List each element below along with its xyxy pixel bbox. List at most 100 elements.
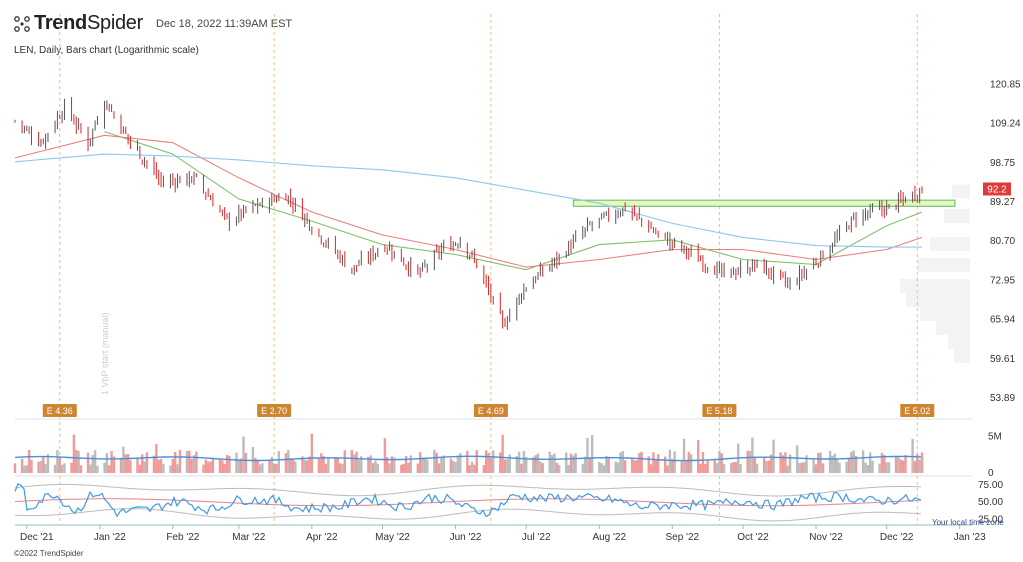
volume-bar <box>60 464 64 473</box>
volume-bar <box>303 459 306 473</box>
volume-bar <box>715 463 719 473</box>
volume-axis-tick: 0 <box>988 468 994 479</box>
volume-bar <box>586 437 589 473</box>
oscillator-axis-tick: 75.00 <box>978 480 1003 491</box>
volume-bar <box>423 458 427 473</box>
volume-bar <box>235 452 238 473</box>
volume-bar <box>590 435 594 473</box>
volume-bar <box>492 450 495 473</box>
volume-bar <box>602 465 606 473</box>
volume-bar <box>322 456 325 473</box>
oscillator-axis-tick: 50.00 <box>978 497 1003 508</box>
oscillator-axis-tick: 25.00 <box>978 515 1003 526</box>
volume-bar <box>833 453 837 473</box>
volume-bar <box>320 453 323 473</box>
volume-bar <box>894 456 898 473</box>
volume-bar <box>539 461 542 473</box>
volume-bar <box>781 455 785 473</box>
volume-bar <box>687 451 690 473</box>
volume-bar <box>44 463 47 473</box>
volume-bar <box>666 465 669 473</box>
volume-profile-bar <box>900 279 970 293</box>
volume-bar <box>310 433 314 473</box>
volume-bar <box>324 463 328 473</box>
volume-bar <box>819 452 822 473</box>
volume-bar <box>371 463 375 473</box>
volume-bar <box>899 459 902 473</box>
copyright-text: ©2022 TrendSpider <box>14 549 84 558</box>
volume-bar <box>671 459 674 473</box>
volume-bar <box>159 458 163 473</box>
earnings-badge <box>42 404 77 417</box>
volume-bar <box>550 455 554 473</box>
volume-bar <box>376 463 379 473</box>
volume-bar <box>122 446 125 473</box>
resistance-zone <box>572 199 956 207</box>
volume-bar <box>864 462 867 473</box>
volume-bar <box>878 463 881 473</box>
volume-bar <box>275 463 278 473</box>
oscillator-line <box>14 482 922 518</box>
volume-bar <box>765 461 768 473</box>
volume-bar <box>647 456 650 473</box>
x-axis-month-label: Jan '23 <box>954 532 986 543</box>
volume-bar <box>400 464 403 473</box>
volume-bar <box>268 460 271 473</box>
earnings-badge-label: E 4.36 <box>47 406 73 416</box>
volume-bar <box>482 464 486 473</box>
volume-profile-bar <box>906 293 970 307</box>
volume-bar <box>291 459 295 473</box>
volume-bar <box>433 449 436 473</box>
earnings-badge <box>900 404 935 417</box>
volume-bar <box>308 456 311 473</box>
volume-bar <box>619 452 622 473</box>
volume-bar <box>821 463 825 473</box>
volume-bar <box>93 450 97 473</box>
volume-bar <box>454 462 457 473</box>
volume-bar <box>616 462 620 473</box>
volume-bar <box>327 457 330 473</box>
volume-bar <box>256 459 259 473</box>
volume-bar <box>887 462 891 473</box>
volume-bar <box>885 462 888 473</box>
volume-bar <box>242 436 245 473</box>
volume-bar <box>503 459 507 473</box>
volume-bar <box>621 451 625 473</box>
volume-bar <box>729 463 733 473</box>
volume-bar <box>244 452 248 473</box>
volume-bar <box>72 434 76 473</box>
volume-bar <box>532 457 535 473</box>
volume-bar <box>171 458 175 473</box>
volume-bar <box>119 457 123 473</box>
volume-bar <box>871 460 874 473</box>
volume-bar <box>353 454 356 473</box>
volume-bar <box>614 461 617 473</box>
volume-bar <box>499 452 502 473</box>
volume-bar <box>831 455 834 473</box>
volume-bar <box>901 460 905 473</box>
volume-bar <box>437 463 441 473</box>
volume-bar <box>567 465 570 473</box>
volume-bar <box>426 459 429 473</box>
price-axis-tick: 65.94 <box>990 315 1015 326</box>
volume-bar <box>70 462 73 473</box>
volume-bar <box>157 459 160 473</box>
volume-bar <box>713 458 716 473</box>
chart-timestamp: Dec 18, 2022 11:39AM EST <box>156 18 293 30</box>
volume-bar <box>847 457 851 473</box>
volume-bar <box>739 464 742 473</box>
volume-bar <box>103 462 106 473</box>
volume-bar <box>421 457 424 473</box>
volume-bar <box>409 455 412 473</box>
volume-bar <box>817 453 820 473</box>
volume-bar <box>866 465 870 473</box>
volume-bar <box>706 459 709 473</box>
volume-bar <box>294 461 297 473</box>
volume-bar <box>541 463 544 473</box>
volume-bar <box>456 455 460 473</box>
volume-bar <box>188 450 191 473</box>
volume-bar <box>386 457 389 473</box>
volume-bar <box>779 452 782 473</box>
volume-bar <box>374 460 377 473</box>
